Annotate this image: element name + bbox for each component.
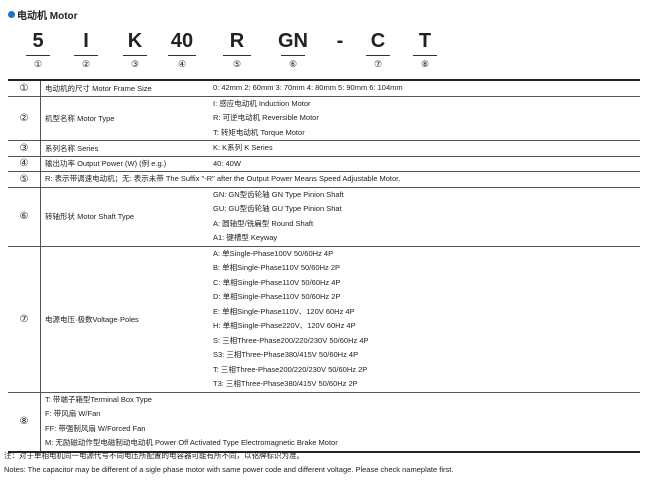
code-index: ④ <box>177 59 187 69</box>
table-row: ① 电动机的尺寸 Motor Frame Size 0: 42mm 2: 60mm … <box>8 79 640 96</box>
row-value: I: 感应电动机 Induction Motor <box>213 98 311 108</box>
row-index: ⑧ <box>8 391 41 452</box>
table-row: ③ 系列名称 Series K: K系列 K Series <box>8 140 640 156</box>
row-label: 机型名称 Motor Type <box>40 95 209 141</box>
code-index: ⑦ <box>373 59 383 69</box>
row-value: 0: 42mm 2: 60mm 3: 70mm 4: 80mm 5: 90mm … <box>213 83 403 92</box>
row-index: ⑥ <box>8 186 41 246</box>
row-index: ⑦ <box>8 245 41 392</box>
row-value: M: 无励磁动作型电磁制动电动机 Power Off Activated Typ… <box>45 438 338 447</box>
spec-table: ① 电动机的尺寸 Motor Frame Size 0: 42mm 2: 60mm … <box>8 79 640 453</box>
code-underline <box>223 55 251 56</box>
section-title-text: 电动机 Motor <box>17 11 78 22</box>
section-title: 电动机 Motor <box>8 7 78 22</box>
code-segment: 40 <box>170 30 194 52</box>
row-label: 输出功率 Output Power (W) (例 e.g.) <box>40 155 209 172</box>
row-value: T: 带端子箱型Terminal Box Type <box>45 394 152 404</box>
code-index: ⑤ <box>232 59 242 69</box>
row-value: GN: GN型齿轮轴 GN Type Pinion Shaft <box>213 189 344 199</box>
row-value: 40: 40W <box>213 158 241 168</box>
code-underline <box>281 55 305 56</box>
code-index: ③ <box>130 59 140 69</box>
row-value: S: 三相Three-Phase200/220/230V 50/60Hz 4P <box>213 335 369 345</box>
code-segment: C <box>370 30 386 52</box>
code-index: ⑥ <box>288 59 298 69</box>
code-index: ① <box>33 59 43 69</box>
row-value: T3: 三相Three-Phase380/415V 50/60Hz 2P <box>213 379 358 388</box>
row-value: H: 单相Single-Phase220V、120V 60Hz 4P <box>213 321 356 330</box>
code-segment: - <box>336 30 344 52</box>
row-label: R: 表示带调速电动机；无: 表示未带 The Suffix "-R" afte… <box>40 171 640 187</box>
code-underline <box>366 55 390 56</box>
row-value: A1: 键槽型 Keyway <box>213 233 278 242</box>
table-row: ⑧ T: 带端子箱型Terminal Box Type F: 带风扇 W/Fan FF… <box>8 391 640 452</box>
row-index: ① <box>8 79 41 96</box>
table-row: ⑤ R: 表示带调速电动机；无: 表示未带 The Suffix "-R" aft… <box>8 171 640 187</box>
table-row: ② 机型名称 Motor Type I: 感应电动机 Induction Motor… <box>8 95 640 141</box>
row-label: 电动机的尺寸 Motor Frame Size <box>40 79 209 96</box>
row-index: ② <box>8 95 41 141</box>
code-segment: R <box>229 30 245 52</box>
row-value: E: 单相Single-Phase110V、120V 60Hz 4P <box>213 306 355 316</box>
row-index: ③ <box>8 140 41 156</box>
row-value: C: 单相Single-Phase110V 50/60Hz 4P <box>213 277 341 287</box>
row-value: T: 三相Three-Phase200/220/230V 50/60Hz 2P <box>213 364 368 374</box>
code-index: ② <box>81 59 91 69</box>
code-underline <box>413 55 437 56</box>
code-underline <box>168 55 196 56</box>
note-cn: 注：对于单相电机同一电源代号不同电压所配置的电容器可能有所不同，以铭牌标识为准。 <box>4 451 304 460</box>
row-index: ④ <box>8 155 41 172</box>
code-segment: T <box>418 30 432 52</box>
row-index: ⑤ <box>8 171 41 187</box>
row-value: A: 圆轴型/铣扁型 Round Shaft <box>213 218 314 228</box>
note-en: Notes: The capacitor may be different of… <box>4 465 454 474</box>
code-segment: GN <box>278 30 308 52</box>
code-underline <box>26 55 50 56</box>
row-label: 转轴形状 Motor Shaft Type <box>40 186 209 246</box>
row-value: T: 转矩电动机 Torque Motor <box>213 127 305 137</box>
row-label: 系列名称 Series <box>40 140 209 156</box>
code-index: ⑧ <box>420 59 430 69</box>
table-row: ④ 输出功率 Output Power (W) (例 e.g.) 40: 40W <box>8 155 640 172</box>
row-value: D: 单相Single-Phase110V 50/60Hz 2P <box>213 292 341 301</box>
row-value: B: 单相Single-Phase110V 50/60Hz 2P <box>213 263 341 272</box>
row-value: A: 单Single-Phase100V 50/60Hz 4P <box>213 248 334 258</box>
code-segment: 5 <box>32 30 44 52</box>
table-row: ⑥ 转轴形状 Motor Shaft Type GN: GN型齿轮轴 GN Type… <box>8 186 640 246</box>
bullet-icon <box>8 11 15 18</box>
code-underline <box>74 55 98 56</box>
code-segment: I <box>83 30 89 52</box>
row-value: R: 可逆电动机 Reversible Motor <box>213 113 319 122</box>
row-label: 电源电压·极数Voltage·Poles <box>40 245 209 392</box>
table-row: ⑦ 电源电压·极数Voltage·Poles A: 单Single-Phase100… <box>8 245 640 392</box>
code-underline <box>123 55 147 56</box>
row-value: S3: 三相Three-Phase380/415V 50/60Hz 4P <box>213 350 359 359</box>
row-value: F: 带风扇 W/Fan <box>45 409 101 418</box>
code-segment: K <box>127 30 143 52</box>
row-value: K: K系列 K Series <box>213 143 273 152</box>
row-value: FF: 带强制风扇 W/Forced Fan <box>45 423 146 433</box>
row-value: GU: GU型齿轮轴 GU Type Pinion Shat <box>213 204 342 213</box>
